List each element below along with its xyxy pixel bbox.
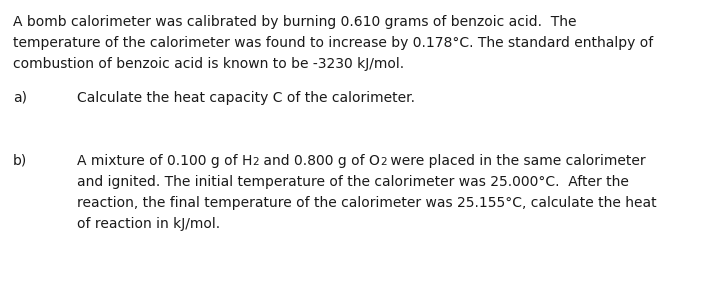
Text: reaction, the final temperature of the calorimeter was 25.155°C, calculate the h: reaction, the final temperature of the c… (77, 196, 656, 210)
Text: were placed in the same calorimeter: were placed in the same calorimeter (387, 154, 646, 168)
Text: and ignited. The initial temperature of the calorimeter was 25.000°C.  After the: and ignited. The initial temperature of … (77, 175, 629, 188)
Text: A mixture of 0.100 g of H: A mixture of 0.100 g of H (77, 154, 252, 168)
Text: and 0.800 g of O: and 0.800 g of O (259, 154, 380, 168)
Text: 2: 2 (252, 157, 259, 167)
Text: A bomb calorimeter was calibrated by burning 0.610 grams of benzoic acid.  The: A bomb calorimeter was calibrated by bur… (13, 15, 577, 29)
Text: b): b) (13, 154, 27, 168)
Text: 2: 2 (380, 157, 387, 167)
Text: temperature of the calorimeter was found to increase by 0.178°C. The standard en: temperature of the calorimeter was found… (13, 36, 653, 50)
Text: of reaction in kJ/mol.: of reaction in kJ/mol. (77, 217, 220, 231)
Text: a): a) (13, 91, 27, 105)
Text: combustion of benzoic acid is known to be -3230 kJ/mol.: combustion of benzoic acid is known to b… (13, 57, 404, 71)
Text: Calculate the heat capacity C of the calorimeter.: Calculate the heat capacity C of the cal… (77, 91, 415, 105)
